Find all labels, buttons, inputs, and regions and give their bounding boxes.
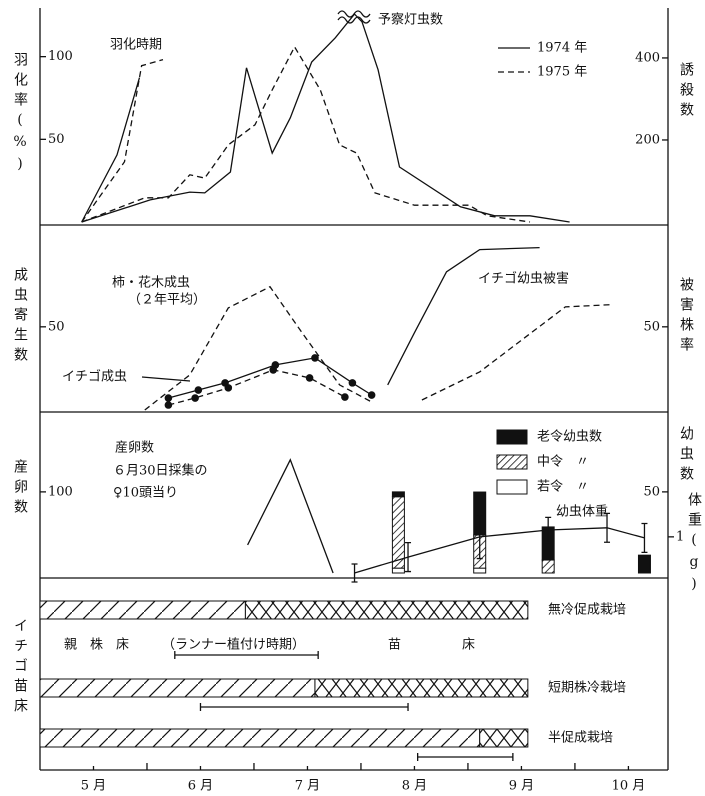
marker [164,401,173,409]
legend-label: 1974 年 [537,41,587,56]
marker [311,354,319,362]
bar-segment [391,567,405,574]
axis-label: 成虫寄生数 [12,267,28,367]
bar-segment [473,567,487,574]
marker [367,391,376,399]
x-tick-label: 9 月 [509,779,534,794]
line [81,45,531,223]
y-tick-label: 100 [48,49,73,64]
annotation: （ランナー植付け時期） [162,638,305,653]
planting-period [174,651,319,659]
annotation: 柿・花木成虫 [112,275,190,291]
annotation: 羽化時期 [110,38,162,53]
nursery-parent [39,600,246,620]
marker [305,374,314,382]
annotation: 産卵数 [115,440,154,456]
y3-tick-label: 1 [676,529,684,544]
line [81,13,570,223]
error-bar [405,541,412,573]
line [387,246,540,386]
bar-segment [391,496,405,569]
planting-period [199,703,409,711]
axis-label: イチゴ苗床 [12,618,28,718]
nursery-seedbed [244,600,529,620]
marker [348,379,357,387]
planting-period [417,753,514,761]
line [81,77,141,223]
error-bar [351,563,358,583]
y2-tick-label: 200 [635,132,660,147]
annotation: 親 株 床 [64,638,129,653]
axis-label: 羽化率(%) [12,52,28,178]
bar-segment [391,491,405,498]
annotation: 予察灯虫数 [378,13,443,28]
x-tick-label: 10 月 [612,779,646,794]
y-tick-label: 50 [48,319,65,334]
x-tick-label: 8 月 [402,779,427,794]
legend-swatch [496,479,528,495]
line [144,285,373,411]
nursery-seedbed [479,728,529,748]
marker [194,386,203,394]
annotation: イチゴ成虫 [62,369,127,385]
axis-label: 産卵数 [12,459,28,519]
annotation: 幼虫体重 [556,504,608,520]
nursery-parent [39,678,316,698]
row-label: 無冷促成栽培 [548,602,626,618]
error-bar [476,514,483,560]
y-tick-label: 100 [48,484,73,499]
error-bar [604,512,611,543]
annotation: ６月30日採集の [113,463,208,479]
axis-label: 幼虫数 [678,426,694,486]
line [421,304,611,401]
row-label: 短期株冷栽培 [548,680,626,696]
legend-label: 老令幼虫数 [537,430,602,445]
weight-line [354,527,645,574]
legend-swatch [496,429,528,445]
marker [164,394,173,402]
marker [191,394,199,402]
legend-label: 1975 年 [537,65,587,80]
legend-label: 中令 〃 [537,455,589,470]
y2-tick-label: 50 [643,319,660,334]
annotation: 床 [462,638,475,653]
y-tick-label: 50 [48,132,65,147]
annotation: 苗 [388,638,401,653]
nursery-seedbed [314,678,529,698]
bar-segment [541,559,555,574]
annotation: ♀10頭当り [113,486,178,501]
eggs-line [247,458,334,574]
marker [269,366,278,374]
nursery-parent [39,728,481,748]
axis-label: 体重(g) [686,492,702,598]
bar-segment [637,554,651,574]
x-tick-label: 7 月 [295,779,320,794]
annotation: （２年平均） [128,293,206,308]
axis-label: 被害株率 [678,277,694,357]
legend-swatch [496,454,528,470]
x-tick-label: 5 月 [81,779,106,794]
line [81,58,164,223]
y2-tick-label: 50 [643,484,660,499]
x-tick-label: 6 月 [188,779,213,794]
row-label: 半促成栽培 [548,730,613,746]
marker [224,384,233,392]
frame [39,8,669,771]
line [168,369,346,406]
marker [341,393,349,401]
legend-label: 若令 〃 [537,479,589,495]
axis-label: 誘殺数 [678,62,694,122]
annotation: イチゴ幼虫被害 [478,271,569,287]
y2-tick-label: 400 [635,50,660,65]
error-bar [641,522,648,554]
error-bar [545,516,552,544]
